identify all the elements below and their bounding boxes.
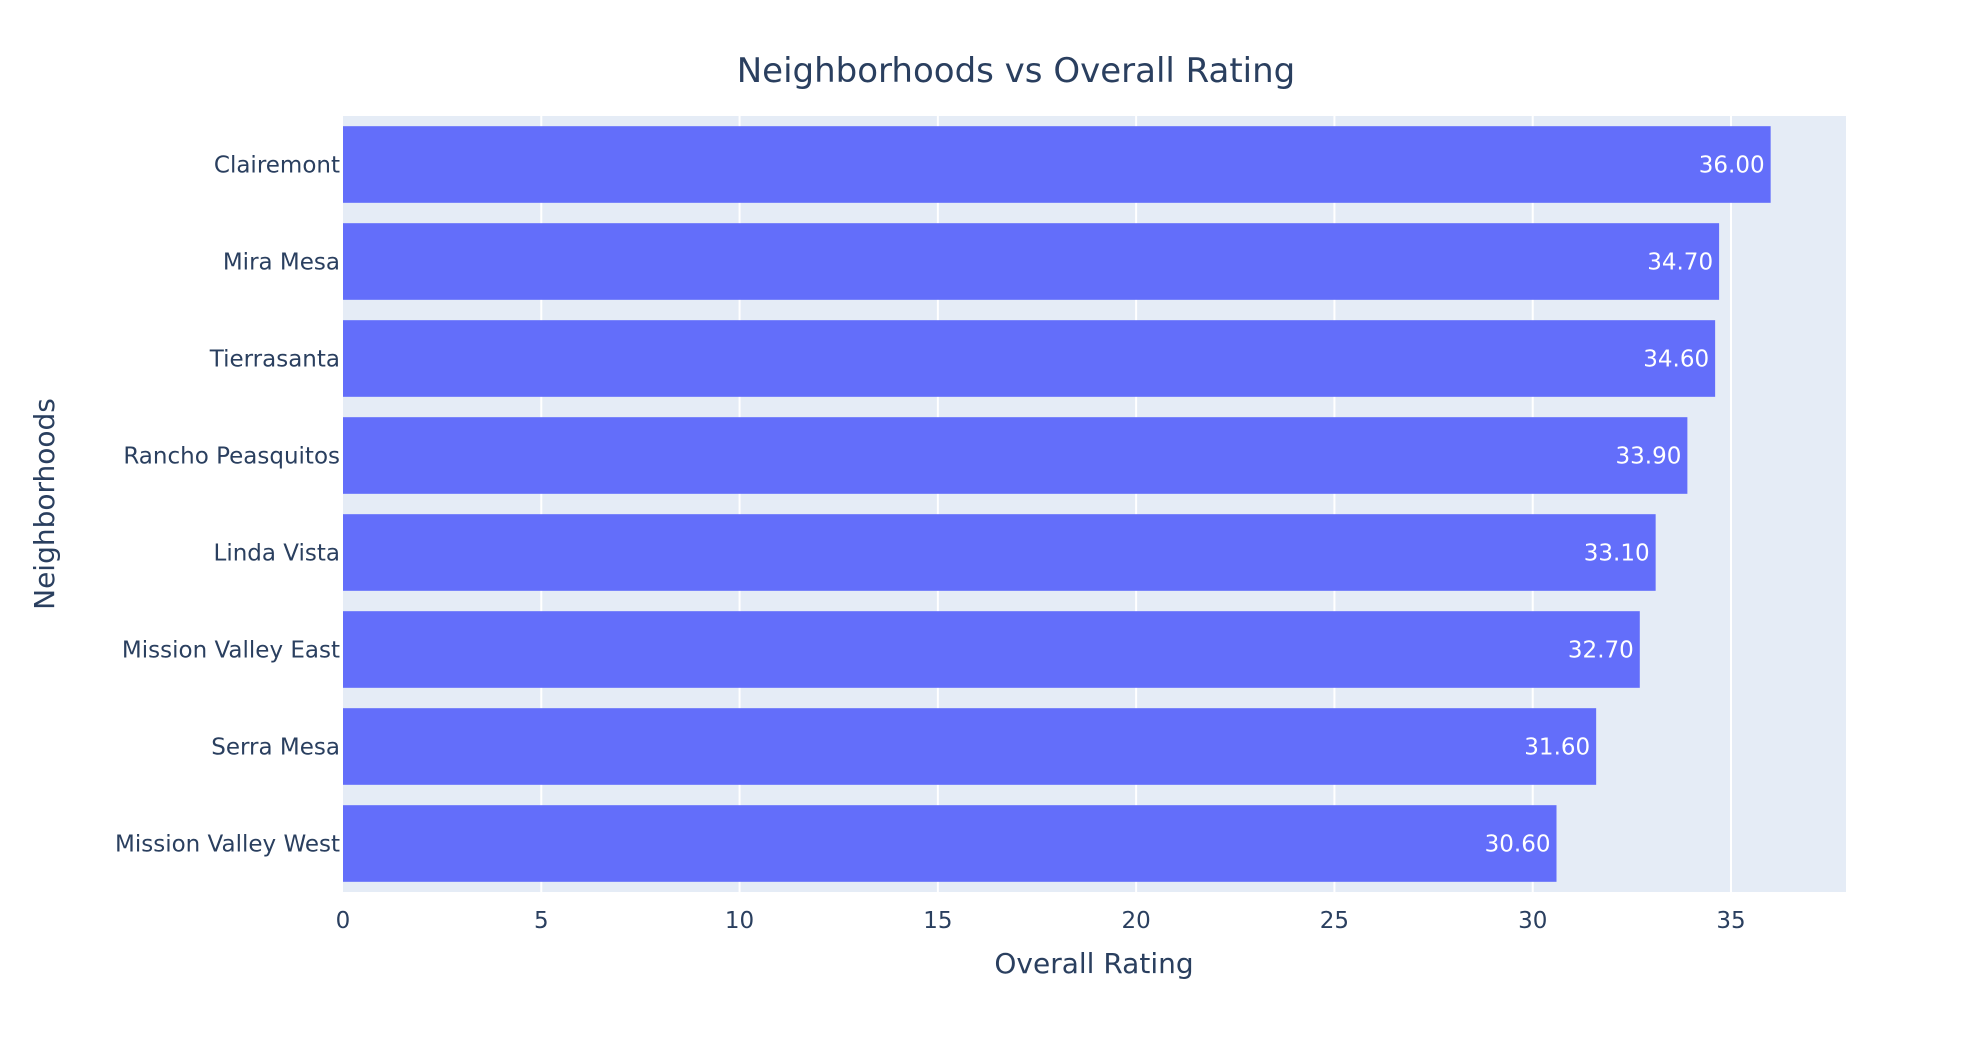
bar <box>343 514 1656 591</box>
bar-value-label: 34.70 <box>1647 250 1713 276</box>
bar <box>343 417 1688 494</box>
x-tick-label: 25 <box>1320 908 1349 934</box>
bar-value-label: 36.00 <box>1699 153 1765 179</box>
x-tick-label: 10 <box>725 908 754 934</box>
x-tick-label: 35 <box>1716 908 1745 934</box>
x-tick-label: 30 <box>1518 908 1547 934</box>
bar-value-label: 33.90 <box>1616 444 1682 470</box>
x-tick-label: 15 <box>923 908 952 934</box>
chart-title: Neighborhoods vs Overall Rating <box>737 51 1296 91</box>
x-tick-label: 20 <box>1121 908 1150 934</box>
y-tick-label: Clairemont <box>214 153 340 179</box>
bar-value-label: 30.60 <box>1485 832 1551 858</box>
bars <box>343 126 1771 882</box>
bar <box>343 126 1771 203</box>
y-tick-label: Serra Mesa <box>211 735 340 761</box>
x-axis-ticks: 0 5 10 15 20 25 30 35 <box>336 908 1746 934</box>
y-tick-label: Rancho Peasquitos <box>123 444 340 470</box>
x-tick-label: 0 <box>336 908 351 934</box>
y-tick-label: Mira Mesa <box>223 250 340 276</box>
x-tick-label: 5 <box>534 908 549 934</box>
bar <box>343 805 1557 882</box>
y-tick-label: Linda Vista <box>214 541 341 567</box>
bar <box>343 611 1640 688</box>
bar-value-label: 34.60 <box>1643 347 1709 373</box>
bar-value-label: 31.60 <box>1524 735 1590 761</box>
y-axis-ticks: Clairemont Mira Mesa Tierrasanta Rancho Pea… <box>115 153 340 858</box>
y-tick-label: Mission Valley East <box>122 638 340 664</box>
bar-value-label: 33.10 <box>1584 541 1650 567</box>
data-labels: 36.00 34.70 34.60 33.90 33.10 32.70 31.60 30.60 <box>1485 153 1765 858</box>
bar <box>343 708 1597 785</box>
bar <box>343 320 1716 397</box>
y-axis-title: Neighborhoods <box>28 398 61 610</box>
bar <box>343 223 1720 300</box>
x-axis-title: Overall Rating <box>994 947 1193 980</box>
y-tick-label: Mission Valley West <box>115 832 340 858</box>
y-tick-label: Tierrasanta <box>209 347 340 373</box>
bar-value-label: 32.70 <box>1568 638 1634 664</box>
